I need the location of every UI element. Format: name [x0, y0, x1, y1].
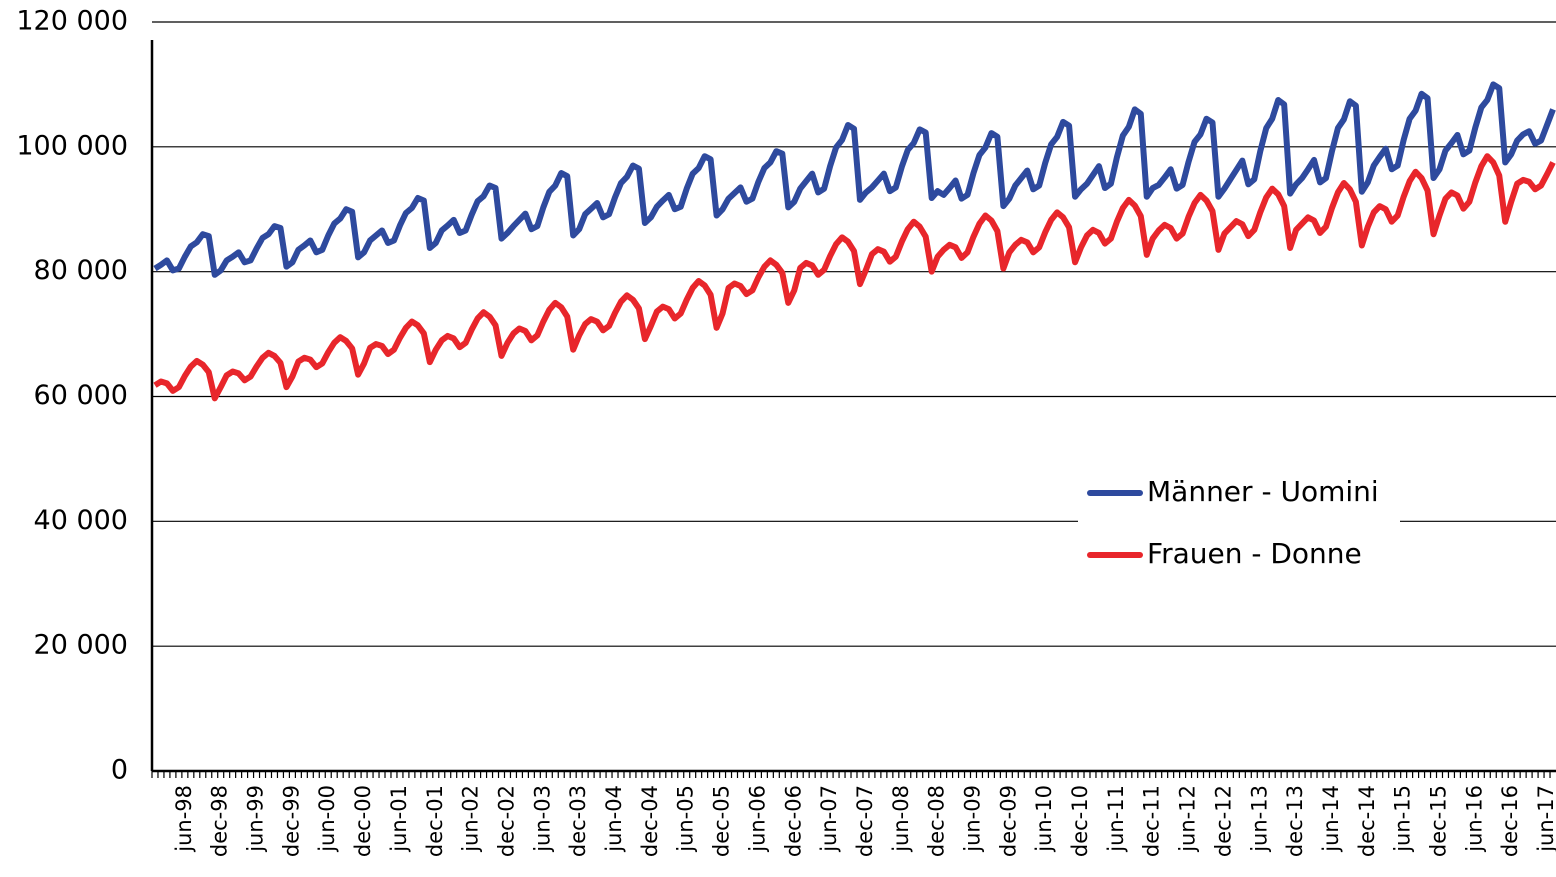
x-tick-label: dec-11 [1140, 785, 1164, 857]
y-tick-label: 60 000 [34, 380, 128, 411]
x-tick-label: jun-98 [172, 785, 196, 853]
x-tick-label: jun-00 [315, 785, 339, 853]
x-tick-label: jun-05 [674, 785, 698, 853]
x-tick-label: dec-09 [996, 785, 1020, 857]
x-tick-label: jun-10 [1032, 785, 1056, 853]
x-tick-label: dec-10 [1068, 785, 1092, 857]
x-tick-label: dec-05 [710, 785, 734, 857]
x-tick-label: jun-15 [1391, 785, 1415, 853]
x-tick-label: dec-03 [566, 785, 590, 857]
x-tick-label: jun-04 [602, 785, 626, 853]
x-tick-label: jun-06 [745, 785, 769, 853]
x-tick-label: jun-11 [1104, 785, 1128, 853]
x-tick-label: jun-17 [1534, 785, 1556, 853]
y-tick-label: 80 000 [34, 255, 128, 286]
x-tick-label: jun-12 [1176, 785, 1200, 853]
x-tick-label: dec-04 [638, 785, 662, 857]
x-tick-label: jun-03 [530, 785, 554, 853]
x-tick-label: dec-99 [279, 785, 303, 857]
legend-label: Frauen - Donne [1147, 537, 1362, 570]
x-tick-label: dec-12 [1211, 785, 1235, 857]
x-tick-label: dec-08 [925, 785, 949, 857]
y-tick-label: 40 000 [34, 505, 128, 536]
x-tick-label: jun-13 [1247, 785, 1271, 853]
x-tick-label: dec-01 [423, 785, 447, 857]
y-tick-label: 20 000 [34, 630, 128, 661]
x-tick-label: dec-06 [781, 785, 805, 857]
y-tick-label: 100 000 [16, 130, 128, 161]
y-tick-label: 120 000 [16, 6, 128, 37]
x-tick-label: jun-99 [244, 785, 268, 853]
data-line [153, 81, 1556, 278]
x-tick-label: dec-02 [494, 785, 518, 857]
x-tick-label: dec-07 [853, 785, 877, 857]
x-tick-label: jun-08 [889, 785, 913, 853]
y-tick-label: 0 [111, 755, 128, 786]
x-tick-label: jun-14 [1319, 785, 1343, 853]
x-tick-label: jun-01 [387, 785, 411, 853]
x-tick-label: dec-13 [1283, 785, 1307, 857]
legend-label: Männer - Uomini [1147, 475, 1379, 508]
x-tick-label: dec-00 [351, 785, 375, 857]
x-tick-label: dec-14 [1355, 785, 1379, 857]
x-tick-label: dec-15 [1426, 785, 1450, 857]
x-tick-label: jun-09 [960, 785, 984, 853]
x-tick-label: dec-16 [1498, 785, 1522, 857]
x-tick-label: jun-16 [1462, 785, 1486, 853]
x-tick-label: jun-07 [817, 785, 841, 853]
x-tick-label: jun-02 [459, 785, 483, 853]
data-line [153, 153, 1556, 402]
x-tick-label: dec-98 [208, 785, 232, 857]
legend-box [1078, 462, 1400, 584]
